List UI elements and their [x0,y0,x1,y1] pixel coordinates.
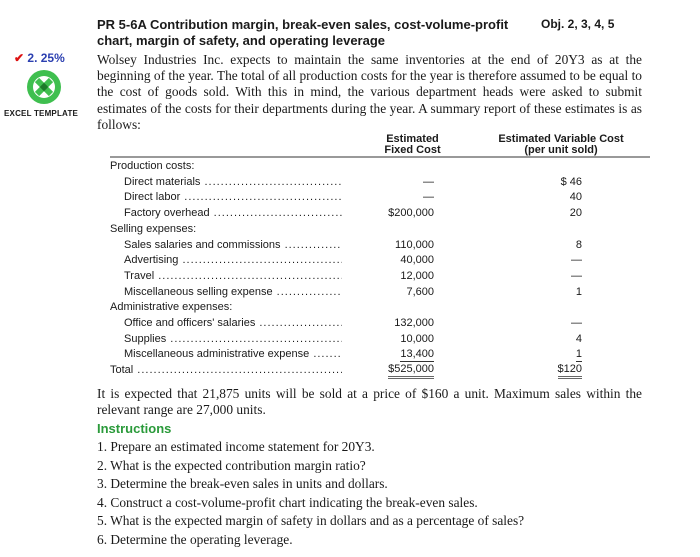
variable-cost: $ 46 [560,175,582,188]
instruction-item: 3. Determine the break-even sales in uni… [97,476,388,491]
intro-paragraph: Wolsey Industries Inc. expects to mainta… [97,52,642,132]
header-fixed-cost: Estimated Fixed Cost [384,133,441,156]
table-row: Selling expenses: [110,222,650,237]
header-rule [110,156,650,158]
row-label: Supplies [124,332,342,347]
variable-cost: — [571,269,582,282]
table-row: Direct labor — 40 [110,190,650,205]
row-label: Miscellaneous selling expense [124,285,342,300]
table-row: Office and officers' salaries 132,000 — [110,316,650,331]
variable-cost: 40 [569,191,582,204]
excel-template-icon[interactable] [27,70,61,104]
row-label: Administrative expenses: [110,301,233,314]
table-row: Miscellaneous administrative expense 13,4… [110,347,650,363]
row-label: Direct labor [124,190,342,205]
instructions-list: 1. Prepare an estimated income statement… [97,438,524,549]
row-label: Miscellaneous administrative expense [124,347,342,362]
objectives: Obj. 2, 3, 4, 5 [541,17,615,31]
fixed-cost: $200,000 [388,207,434,220]
checkmark-icon: ✔ [14,51,25,65]
variable-cost: 1 [575,348,582,363]
row-label: Total [110,363,342,378]
table-row: Production costs: [110,159,650,174]
variable-cost: 20 [569,207,582,220]
row-label: Production costs: [110,160,195,172]
table-row: Travel 12,000 — [110,269,650,284]
fixed-cost: 132,000 [394,317,434,329]
row-label: Sales salaries and commissions [124,238,342,253]
instructions-heading: Instructions [97,421,172,436]
cost-estimates-table: Estimated Fixed Cost Estimated Variable … [110,133,650,380]
instruction-item: 1. Prepare an estimated income statement… [97,439,375,454]
table-row: Advertising 40,000 — [110,253,650,268]
row-label: Travel [124,269,342,284]
instruction-item: 5. What is the expected margin of safety… [97,513,525,528]
table-row: Total $525,000 $120 [110,363,650,380]
fixed-cost: 12,000 [400,269,434,282]
fixed-cost: — [423,191,434,204]
instruction-item: 6. Determine the operating leverage. [97,531,293,547]
variable-cost: — [571,254,582,267]
row-label: Office and officers' salaries [124,316,342,331]
fixed-cost: $525,000 [388,363,434,380]
fixed-cost: — [423,175,434,188]
variable-cost: — [571,317,582,329]
instruction-item: 2. What is the expected contribution mar… [97,457,366,473]
fixed-cost: 110,000 [395,238,434,251]
excel-template-label: EXCEL TEMPLATE [4,109,79,118]
problem-title: PR 5-6A Contribution margin, break-even … [97,17,509,48]
fixed-cost: 40,000 [400,254,434,267]
table-row: Supplies 10,000 4 [110,332,650,347]
variable-cost: 1 [575,285,582,298]
header-variable-cost: Estimated Variable Cost (per unit sold) [498,133,624,156]
sales-expectation: It is expected that 21,875 units will be… [97,386,642,418]
check-answer: ✔ 2. 25% [14,51,65,65]
variable-cost: 4 [575,332,582,345]
table-row: Administrative expenses: [110,300,650,315]
table-row: Miscellaneous selling expense 7,600 1 [110,285,650,300]
fixed-cost: 10,000 [400,332,434,345]
instruction-item: 4. Construct a cost-volume-profit chart … [97,494,478,510]
fixed-cost: 7,600 [406,285,434,298]
table-row: Factory overhead $200,000 20 [110,206,650,221]
table-row: Direct materials — $ 46 [110,175,650,190]
row-label: Factory overhead [124,206,342,221]
variable-cost: $120 [557,363,582,380]
fixed-cost: 13,400 [400,348,434,363]
variable-cost: 8 [575,238,582,251]
table-row: Sales salaries and commissions 110,000 8 [110,238,650,253]
row-label: Selling expenses: [110,222,197,235]
row-label: Advertising [124,253,342,268]
check-answer-text: 2. 25% [27,51,65,65]
row-label: Direct materials [124,175,342,190]
